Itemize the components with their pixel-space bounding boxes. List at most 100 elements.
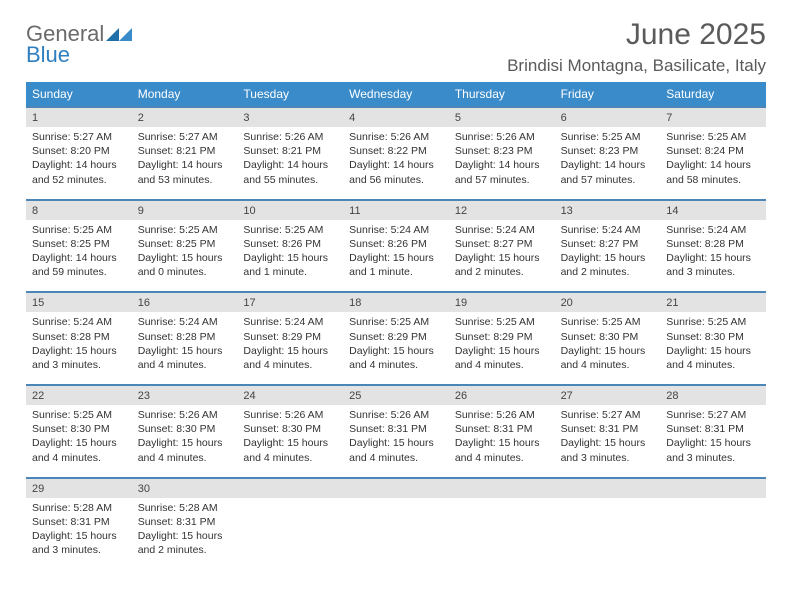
day-cell: 9Sunrise: 5:25 AMSunset: 8:25 PMDaylight… — [132, 201, 238, 292]
sunset-text: Sunset: 8:21 PM — [243, 144, 337, 158]
sunrise-text: Sunrise: 5:25 AM — [349, 315, 443, 329]
day-body: Sunrise: 5:26 AMSunset: 8:23 PMDaylight:… — [449, 127, 555, 199]
day-body: Sunrise: 5:27 AMSunset: 8:31 PMDaylight:… — [555, 405, 661, 477]
daylight-text: Daylight: 14 hours and 58 minutes. — [666, 158, 760, 186]
daylight-text: Daylight: 15 hours and 4 minutes. — [349, 436, 443, 464]
sunrise-text: Sunrise: 5:27 AM — [561, 408, 655, 422]
daylight-text: Daylight: 15 hours and 3 minutes. — [666, 251, 760, 279]
daylight-text: Daylight: 15 hours and 4 minutes. — [243, 344, 337, 372]
daylight-text: Daylight: 15 hours and 3 minutes. — [32, 344, 126, 372]
day-number: 2 — [132, 108, 238, 127]
day-cell: 3Sunrise: 5:26 AMSunset: 8:21 PMDaylight… — [237, 108, 343, 199]
sunset-text: Sunset: 8:23 PM — [561, 144, 655, 158]
day-cell: 25Sunrise: 5:26 AMSunset: 8:31 PMDayligh… — [343, 386, 449, 477]
day-number: 28 — [660, 386, 766, 405]
day-cell: 20Sunrise: 5:25 AMSunset: 8:30 PMDayligh… — [555, 293, 661, 384]
day-cell — [555, 479, 661, 570]
day-number: 5 — [449, 108, 555, 127]
day-body — [237, 498, 343, 556]
daylight-text: Daylight: 14 hours and 53 minutes. — [138, 158, 232, 186]
daylight-text: Daylight: 15 hours and 4 minutes. — [138, 344, 232, 372]
day-body: Sunrise: 5:26 AMSunset: 8:30 PMDaylight:… — [237, 405, 343, 477]
weekday-label: Wednesday — [343, 82, 449, 106]
daylight-text: Daylight: 15 hours and 2 minutes. — [138, 529, 232, 557]
day-cell: 13Sunrise: 5:24 AMSunset: 8:27 PMDayligh… — [555, 201, 661, 292]
day-number: 29 — [26, 479, 132, 498]
sunrise-text: Sunrise: 5:26 AM — [455, 408, 549, 422]
day-number: 16 — [132, 293, 238, 312]
sunrise-text: Sunrise: 5:28 AM — [138, 501, 232, 515]
sunset-text: Sunset: 8:31 PM — [138, 515, 232, 529]
sunset-text: Sunset: 8:28 PM — [32, 330, 126, 344]
sunrise-text: Sunrise: 5:25 AM — [561, 315, 655, 329]
sunrise-text: Sunrise: 5:26 AM — [243, 408, 337, 422]
weeks-container: 1Sunrise: 5:27 AMSunset: 8:20 PMDaylight… — [26, 106, 766, 569]
week-row: 8Sunrise: 5:25 AMSunset: 8:25 PMDaylight… — [26, 199, 766, 292]
sunset-text: Sunset: 8:25 PM — [138, 237, 232, 251]
day-body: Sunrise: 5:28 AMSunset: 8:31 PMDaylight:… — [26, 498, 132, 570]
sunrise-text: Sunrise: 5:24 AM — [32, 315, 126, 329]
sunset-text: Sunset: 8:30 PM — [138, 422, 232, 436]
day-cell — [343, 479, 449, 570]
sunset-text: Sunset: 8:26 PM — [243, 237, 337, 251]
day-number: 30 — [132, 479, 238, 498]
weekday-label: Tuesday — [237, 82, 343, 106]
sunset-text: Sunset: 8:30 PM — [666, 330, 760, 344]
day-body: Sunrise: 5:25 AMSunset: 8:25 PMDaylight:… — [132, 220, 238, 292]
day-cell: 28Sunrise: 5:27 AMSunset: 8:31 PMDayligh… — [660, 386, 766, 477]
day-cell: 24Sunrise: 5:26 AMSunset: 8:30 PMDayligh… — [237, 386, 343, 477]
day-body: Sunrise: 5:28 AMSunset: 8:31 PMDaylight:… — [132, 498, 238, 570]
sunrise-text: Sunrise: 5:27 AM — [32, 130, 126, 144]
day-body: Sunrise: 5:25 AMSunset: 8:29 PMDaylight:… — [449, 312, 555, 384]
day-cell: 26Sunrise: 5:26 AMSunset: 8:31 PMDayligh… — [449, 386, 555, 477]
sunset-text: Sunset: 8:22 PM — [349, 144, 443, 158]
day-number — [343, 479, 449, 498]
day-number: 10 — [237, 201, 343, 220]
sunset-text: Sunset: 8:24 PM — [666, 144, 760, 158]
logo-text: General Blue — [26, 24, 132, 66]
daylight-text: Daylight: 14 hours and 57 minutes. — [455, 158, 549, 186]
sunset-text: Sunset: 8:29 PM — [455, 330, 549, 344]
day-body: Sunrise: 5:24 AMSunset: 8:28 PMDaylight:… — [660, 220, 766, 292]
day-cell: 14Sunrise: 5:24 AMSunset: 8:28 PMDayligh… — [660, 201, 766, 292]
sunset-text: Sunset: 8:31 PM — [561, 422, 655, 436]
sunrise-text: Sunrise: 5:25 AM — [138, 223, 232, 237]
sunset-text: Sunset: 8:31 PM — [32, 515, 126, 529]
day-body: Sunrise: 5:25 AMSunset: 8:30 PMDaylight:… — [26, 405, 132, 477]
sunset-text: Sunset: 8:25 PM — [32, 237, 126, 251]
week-row: 15Sunrise: 5:24 AMSunset: 8:28 PMDayligh… — [26, 291, 766, 384]
day-body — [660, 498, 766, 556]
day-number: 4 — [343, 108, 449, 127]
week-row: 22Sunrise: 5:25 AMSunset: 8:30 PMDayligh… — [26, 384, 766, 477]
sunrise-text: Sunrise: 5:24 AM — [561, 223, 655, 237]
daylight-text: Daylight: 15 hours and 4 minutes. — [455, 344, 549, 372]
sunrise-text: Sunrise: 5:27 AM — [666, 408, 760, 422]
sunrise-text: Sunrise: 5:26 AM — [349, 408, 443, 422]
day-body: Sunrise: 5:24 AMSunset: 8:28 PMDaylight:… — [132, 312, 238, 384]
day-number: 22 — [26, 386, 132, 405]
weekday-label: Saturday — [660, 82, 766, 106]
sunrise-text: Sunrise: 5:25 AM — [666, 315, 760, 329]
day-number: 3 — [237, 108, 343, 127]
day-body: Sunrise: 5:25 AMSunset: 8:23 PMDaylight:… — [555, 127, 661, 199]
day-body: Sunrise: 5:26 AMSunset: 8:31 PMDaylight:… — [449, 405, 555, 477]
day-cell: 2Sunrise: 5:27 AMSunset: 8:21 PMDaylight… — [132, 108, 238, 199]
title-block: June 2025 Brindisi Montagna, Basilicate,… — [507, 18, 766, 76]
day-number: 1 — [26, 108, 132, 127]
day-cell: 10Sunrise: 5:25 AMSunset: 8:26 PMDayligh… — [237, 201, 343, 292]
sunrise-text: Sunrise: 5:24 AM — [243, 315, 337, 329]
day-cell: 21Sunrise: 5:25 AMSunset: 8:30 PMDayligh… — [660, 293, 766, 384]
weekday-label: Sunday — [26, 82, 132, 106]
sunrise-text: Sunrise: 5:28 AM — [32, 501, 126, 515]
sunset-text: Sunset: 8:23 PM — [455, 144, 549, 158]
day-cell: 19Sunrise: 5:25 AMSunset: 8:29 PMDayligh… — [449, 293, 555, 384]
day-body: Sunrise: 5:25 AMSunset: 8:30 PMDaylight:… — [660, 312, 766, 384]
day-cell: 22Sunrise: 5:25 AMSunset: 8:30 PMDayligh… — [26, 386, 132, 477]
daylight-text: Daylight: 15 hours and 4 minutes. — [349, 344, 443, 372]
day-number — [237, 479, 343, 498]
week-row: 1Sunrise: 5:27 AMSunset: 8:20 PMDaylight… — [26, 106, 766, 199]
location-subtitle: Brindisi Montagna, Basilicate, Italy — [507, 56, 766, 76]
daylight-text: Daylight: 15 hours and 4 minutes. — [455, 436, 549, 464]
sunset-text: Sunset: 8:31 PM — [455, 422, 549, 436]
sunrise-text: Sunrise: 5:24 AM — [455, 223, 549, 237]
